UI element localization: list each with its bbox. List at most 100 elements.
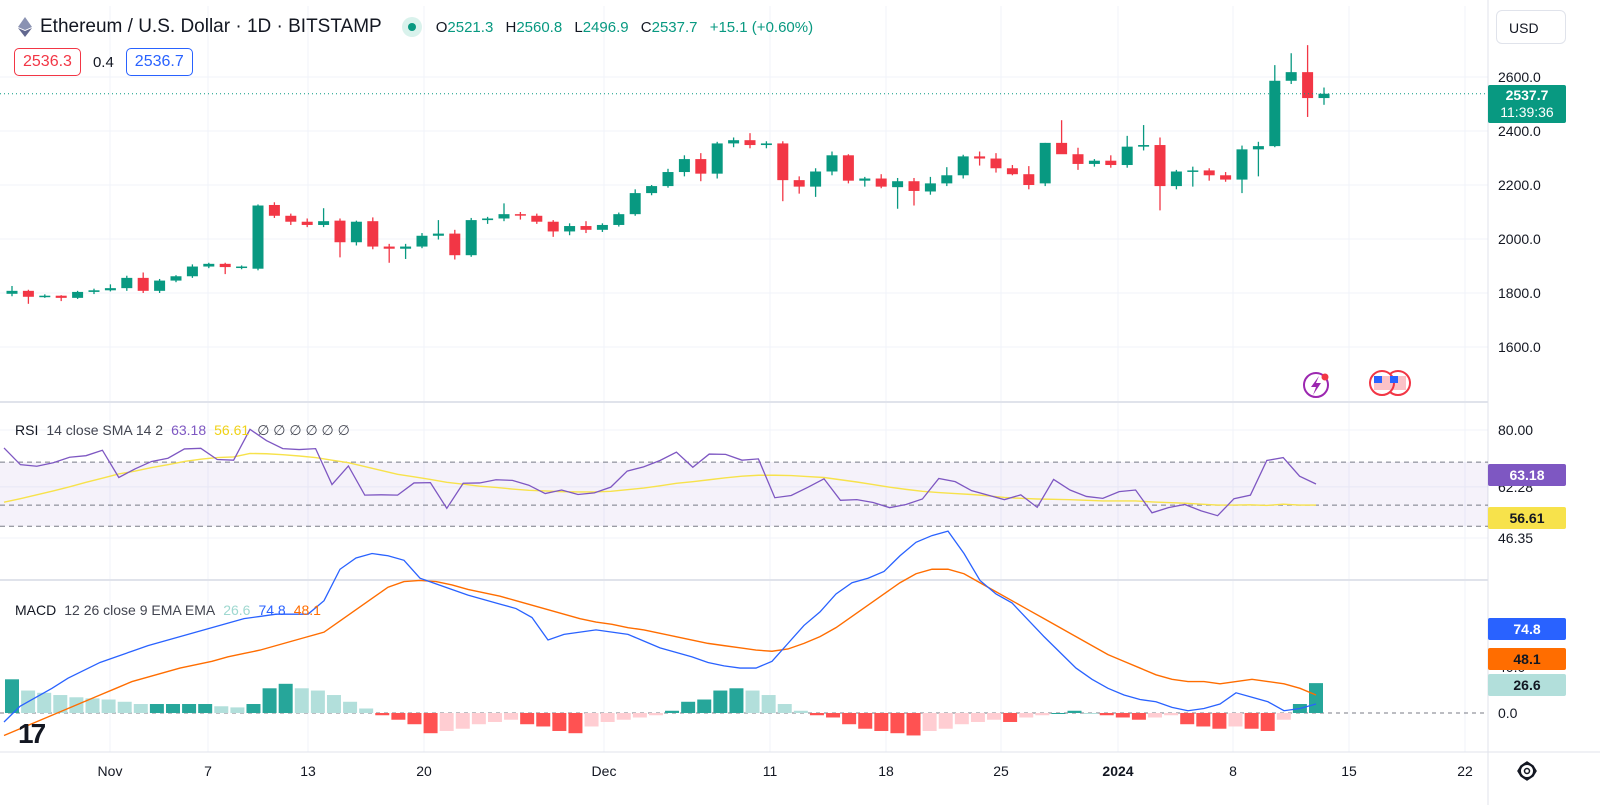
price-axis-label: 1600.0 [1498, 339, 1541, 355]
macd-histogram-bar [1115, 713, 1130, 718]
rsi-legend[interactable]: RSI 14 close SMA 14 2 63.18 56.61 ∅ ∅ ∅ … [15, 420, 350, 440]
candle-body [154, 280, 166, 291]
macd-histogram-bar [5, 679, 19, 713]
macd-histogram-bar [906, 713, 921, 736]
candle-body [613, 214, 625, 225]
macd-histogram-bar [1019, 713, 1034, 718]
candle-body [810, 171, 822, 187]
candle-body [318, 221, 330, 225]
macd-histogram-bar [455, 713, 470, 729]
macd-histogram-bar [423, 713, 438, 734]
lightning-icon[interactable] [1303, 372, 1329, 398]
last-price-value: 2537.7 [1505, 87, 1549, 103]
macd-pane [0, 530, 1488, 737]
candle-body [449, 233, 461, 256]
macd-histogram-bar [1180, 713, 1195, 725]
candle-body [121, 277, 133, 289]
candle-body [941, 175, 953, 184]
tradingview-logo-icon[interactable]: 17 [18, 718, 46, 749]
candle-body [498, 214, 510, 219]
macd-histogram-bar [809, 713, 824, 716]
last-price-tag: 2537.7 11:39:36 [1488, 85, 1566, 123]
candle-body [219, 263, 231, 268]
candle-body [629, 193, 641, 215]
candle-body [826, 155, 838, 172]
candle-body [695, 159, 707, 174]
candle-body [383, 246, 395, 249]
candle-body [1187, 170, 1199, 172]
candle-body [760, 143, 772, 146]
candle-body [1285, 72, 1297, 81]
candle-body [252, 205, 264, 269]
macd-histogram-bar [439, 713, 454, 731]
macd-histogram-bar [1099, 713, 1114, 716]
macd-histogram-bar [842, 713, 857, 725]
macd-legend[interactable]: MACD 12 26 close 9 EMA EMA 26.6 74.8 48.… [15, 600, 321, 620]
candle-body [482, 218, 494, 221]
buy-button[interactable]: 2536.7 [125, 48, 193, 76]
candle-body [547, 221, 559, 232]
macd-histogram-bar [874, 713, 889, 731]
candle-body [72, 291, 84, 298]
candle-body [1170, 171, 1182, 187]
candle-body [514, 214, 526, 216]
candle-body [859, 178, 871, 181]
candle-body [400, 246, 412, 249]
rsi-axis-label: 80.00 [1498, 422, 1533, 438]
candle-body [137, 277, 149, 291]
candles [0, 45, 1488, 304]
candle-body [875, 178, 887, 187]
price-axis-label: 2400.0 [1498, 123, 1541, 139]
macd-histogram-bar [922, 713, 937, 731]
candle-body [104, 288, 116, 291]
macd-histogram-bar [648, 713, 663, 716]
candle-body [236, 266, 248, 269]
candle-body [744, 140, 756, 146]
candle-body [170, 276, 182, 281]
candle-body [1023, 174, 1035, 185]
symbol-legend[interactable]: Ethereum / U.S. Dollar · 1D · BITSTAMP O… [18, 14, 813, 40]
signal-value-tag: 48.1 [1488, 648, 1566, 670]
macd-legend-macd: 74.8 [258, 602, 286, 618]
us-flag-icon[interactable] [1369, 370, 1411, 396]
macd-histogram-bar [326, 695, 341, 713]
candle-body [1236, 149, 1248, 180]
currency-button[interactable]: USD [1496, 10, 1566, 44]
macd-histogram-bar [890, 713, 905, 734]
candle-body [22, 290, 34, 297]
sell-button[interactable]: 2536.3 [14, 48, 81, 76]
close-value: 2537.7 [651, 18, 698, 36]
candle-body [1269, 80, 1281, 147]
macd-histogram-bar [858, 713, 873, 729]
rsi-pane [0, 428, 1488, 527]
candle-body [350, 221, 362, 243]
macd-histogram-bar [600, 713, 615, 722]
macd-histogram-bar [584, 713, 599, 727]
time-axis-label: 13 [300, 763, 316, 779]
macd-histogram-bar [745, 690, 760, 713]
macd-histogram-bar [375, 713, 390, 716]
open-label: O [435, 18, 448, 36]
symbol-title[interactable]: Ethereum / U.S. Dollar · 1D · BITSTAMP [40, 16, 382, 37]
time-axis-label: Nov [98, 763, 123, 779]
macd-legend-params: 12 26 close 9 EMA EMA [64, 602, 216, 618]
macd-histogram-bar [310, 690, 325, 713]
candle-body [301, 221, 313, 225]
candle-body [465, 220, 477, 256]
candle-body [1252, 146, 1264, 150]
candle-body [416, 235, 428, 247]
candle-body [432, 233, 444, 236]
settings-gear-icon[interactable] [1517, 761, 1537, 781]
macd-histogram-bar [1212, 713, 1227, 729]
macd-histogram-bar [616, 713, 631, 720]
candle-body [777, 143, 789, 181]
market-status-icon[interactable] [401, 17, 422, 37]
rsi-legend-params: 14 close SMA 14 2 [46, 422, 164, 438]
time-axis-label: 20 [416, 763, 432, 779]
macd-histogram-bar [230, 707, 245, 713]
macd-histogram-bar [761, 695, 776, 713]
rsi-band-fill [0, 462, 1488, 527]
low-label: L [574, 18, 583, 36]
